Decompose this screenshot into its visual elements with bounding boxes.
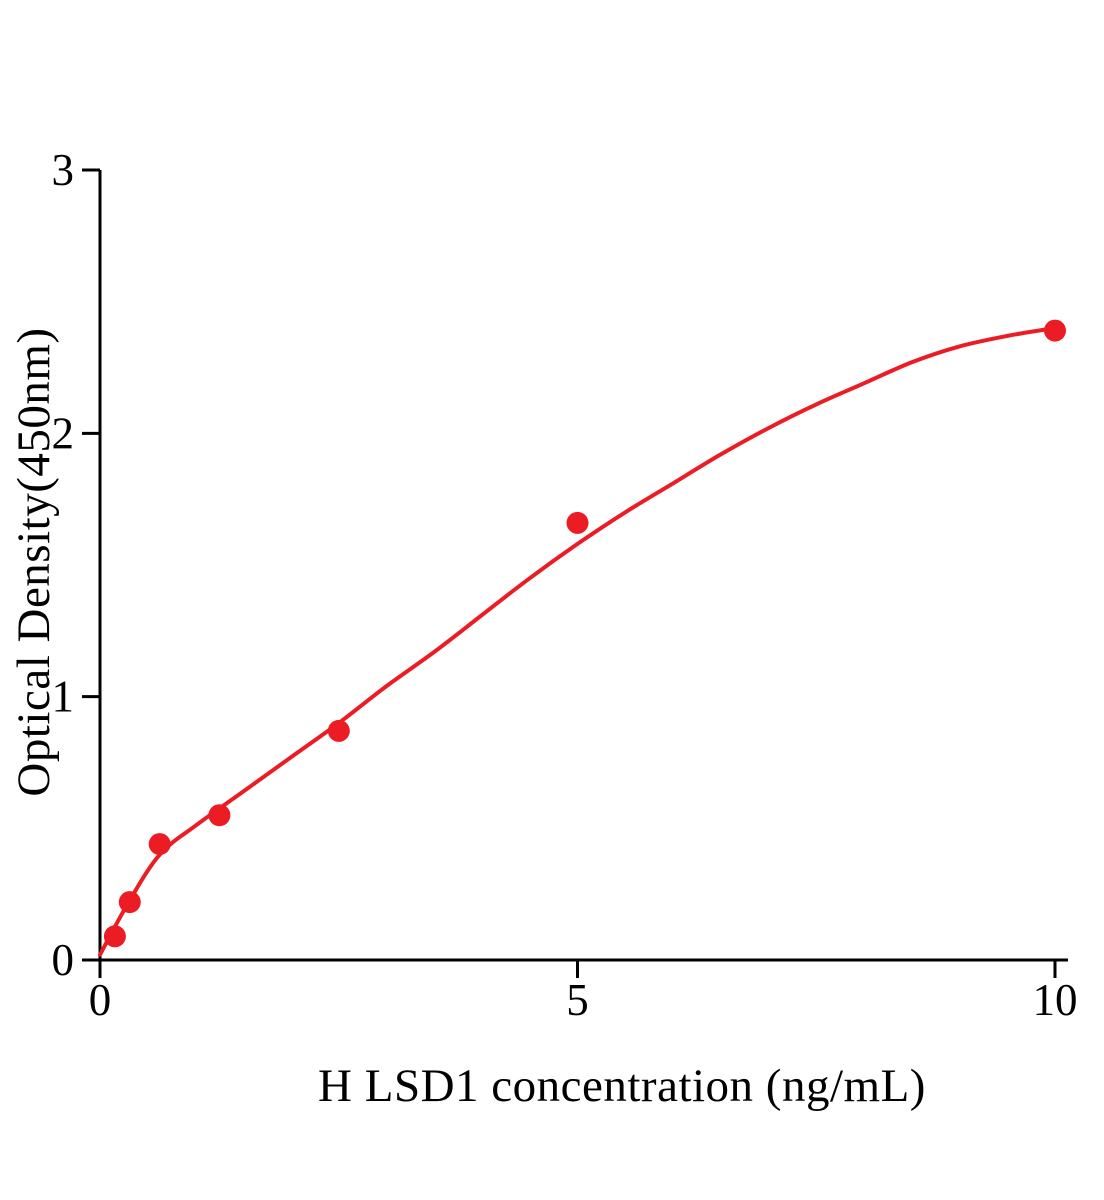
data-point (118, 891, 141, 914)
data-point (208, 804, 231, 827)
data-point (327, 719, 350, 742)
y-tick-label: 0 (52, 935, 75, 985)
x-tick-label: 5 (566, 975, 589, 1025)
y-tick-label: 2 (52, 408, 75, 458)
data-point (103, 925, 126, 948)
x-axis-title: H LSD1 concentration (ng/mL) (318, 1060, 926, 1112)
data-point (566, 511, 589, 534)
x-tick-label: 0 (89, 975, 112, 1025)
fit-curve (98, 326, 1057, 957)
data-point (1044, 319, 1066, 342)
y-axis-title: Optical Density(450nm) (8, 327, 60, 797)
y-tick-label: 1 (52, 672, 75, 722)
y-tick-label: 3 (52, 145, 75, 195)
x-tick-label: 10 (1033, 975, 1078, 1025)
data-point (148, 833, 171, 856)
